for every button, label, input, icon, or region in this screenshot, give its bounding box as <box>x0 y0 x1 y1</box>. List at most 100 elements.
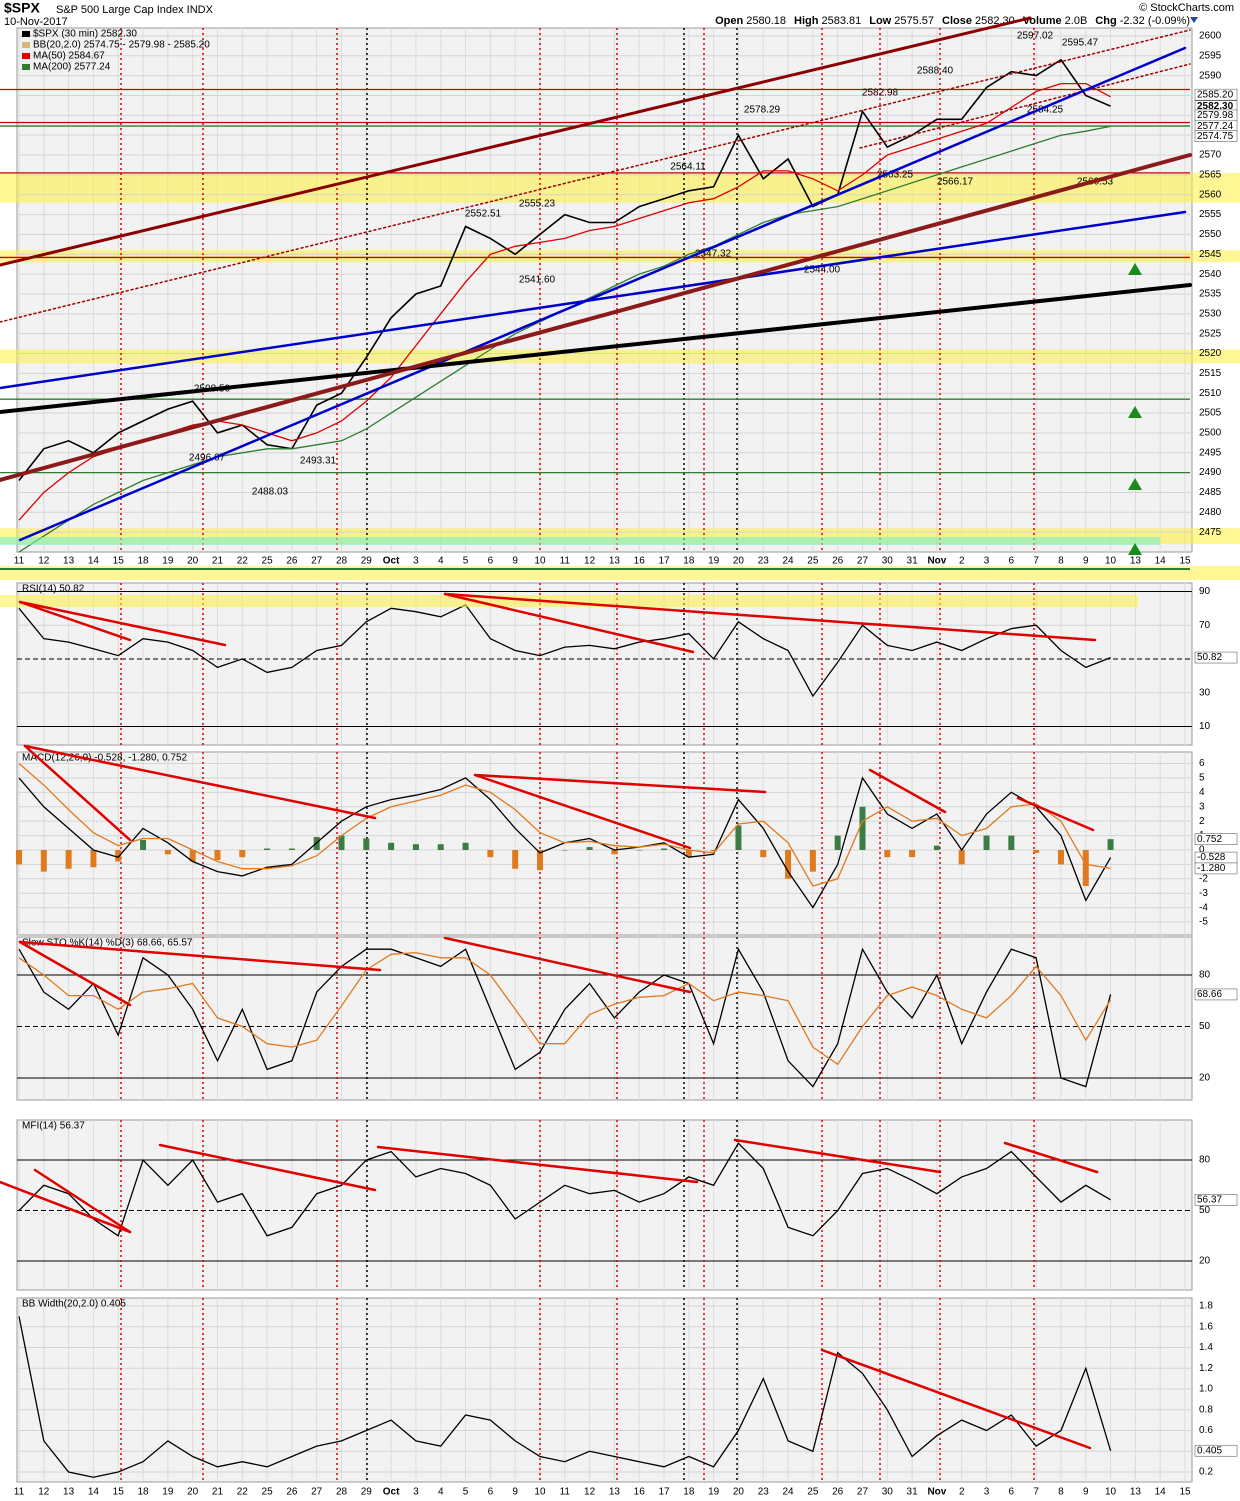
x-tick-label: 5 <box>463 1487 469 1498</box>
x-tick-label: 5 <box>463 556 469 567</box>
histogram-bar <box>1057 849 1064 865</box>
y-tick-label: 90 <box>1199 586 1211 597</box>
y-tick-label: 2570 <box>1199 150 1222 161</box>
price-annotation: 2564.11 <box>670 162 706 173</box>
x-tick-label: 20 <box>733 1487 745 1498</box>
y-tick-label: 2545 <box>1199 249 1222 260</box>
y-tick-label: 50 <box>1199 1021 1211 1032</box>
x-tick-label: Oct <box>383 1487 400 1498</box>
x-tick-label: 3 <box>984 1487 990 1498</box>
price-annotation: 2588.40 <box>917 66 954 77</box>
x-tick-label: 26 <box>286 1487 298 1498</box>
y-tick-label: 2565 <box>1199 170 1222 181</box>
histogram-bar <box>933 845 940 850</box>
x-tick-label: 4 <box>438 1487 444 1498</box>
price-annotation: 2547.32 <box>695 249 732 260</box>
legend-entry: MA(200) 2577.24 <box>33 62 111 73</box>
x-tick-label: 29 <box>361 556 373 567</box>
legend-entry: $SPX (30 min) 2582.30 <box>33 29 137 40</box>
histogram-bar <box>1033 849 1040 853</box>
x-tick-label: 2 <box>959 1487 965 1498</box>
y-tick-label: 2490 <box>1199 467 1222 478</box>
value-label: 0.752 <box>1197 834 1222 845</box>
histogram-bar <box>487 849 494 858</box>
x-tick-label: Oct <box>383 556 400 567</box>
x-tick-label: 18 <box>683 556 695 567</box>
panel-title: MFI(14) 56.37 <box>22 1121 85 1132</box>
y-tick-label: 80 <box>1199 970 1211 981</box>
y-tick-label: 20 <box>1199 1073 1211 1084</box>
x-tick-label: 6 <box>1009 556 1015 567</box>
histogram-bar <box>983 835 990 850</box>
x-tick-label: 15 <box>1179 556 1191 567</box>
trend-line <box>820 1348 1092 1450</box>
x-tick-label: 23 <box>758 556 770 567</box>
price-annotation: 2595.47 <box>1062 38 1099 49</box>
x-tick-label: 16 <box>634 1487 646 1498</box>
quote-label: Chg <box>1095 15 1116 27</box>
trend-line <box>18 46 1187 542</box>
y-tick-label: 2500 <box>1199 428 1222 439</box>
quote-value: 2583.81 <box>821 15 861 27</box>
value-box <box>1194 651 1238 664</box>
y-tick-label: 2590 <box>1199 70 1222 81</box>
x-tick-label: 15 <box>113 556 125 567</box>
trend-line <box>443 592 695 654</box>
x-tick-label: 13 <box>63 556 75 567</box>
histogram-bar <box>338 835 345 850</box>
x-tick-label: 28 <box>336 556 348 567</box>
series-line <box>18 1316 1112 1478</box>
histogram-bar <box>661 848 668 850</box>
quote-value: 2580.18 <box>746 15 786 27</box>
x-tick-label: 3 <box>413 1487 419 1498</box>
value-box <box>1194 1444 1238 1457</box>
x-tick-label: 12 <box>584 556 596 567</box>
value-label: 0.405 <box>1197 1445 1222 1456</box>
y-tick-label: 1.6 <box>1199 1321 1213 1332</box>
histogram-bar <box>884 849 891 858</box>
value-label: -0.528 <box>1197 852 1226 863</box>
x-tick-label: 26 <box>832 1487 844 1498</box>
y-tick-label: 2550 <box>1199 229 1222 240</box>
series-line <box>18 951 1112 1066</box>
y-tick-label: 80 <box>1199 1155 1211 1166</box>
x-tick-label: 25 <box>262 1487 274 1498</box>
x-tick-label: 18 <box>137 1487 149 1498</box>
histogram-bar <box>958 849 965 865</box>
x-tick-label: 27 <box>857 556 869 567</box>
histogram-bar <box>264 848 271 850</box>
quote-value: 2.0B <box>1065 15 1088 27</box>
x-tick-label: 6 <box>488 556 494 567</box>
x-tick-label: 2 <box>959 556 965 567</box>
x-tick-label: 18 <box>137 556 149 567</box>
quote-label: Open <box>715 15 743 27</box>
dropdown-icon <box>1190 17 1198 23</box>
y-tick-label: 2525 <box>1199 328 1222 339</box>
histogram-bar <box>512 849 519 869</box>
x-tick-label: 22 <box>237 556 249 567</box>
histogram-bar <box>685 849 692 858</box>
histogram-bar <box>735 825 742 850</box>
series-line <box>18 58 1111 481</box>
x-tick-label: 12 <box>38 1487 50 1498</box>
x-tick-label: 28 <box>336 1487 348 1498</box>
histogram-bar <box>1082 849 1089 887</box>
quote-label: Volume <box>1023 15 1062 27</box>
x-tick-label: 17 <box>658 556 670 567</box>
x-tick-label: 30 <box>882 1487 894 1498</box>
histogram-bar <box>1008 835 1015 850</box>
y-tick-label: 0 <box>1199 845 1205 856</box>
y-tick-label: 5 <box>1199 773 1205 784</box>
x-tick-label: 29 <box>361 1487 373 1498</box>
histogram-bar <box>388 842 395 850</box>
histogram-bar <box>40 849 47 872</box>
y-tick-label: 2480 <box>1199 507 1222 518</box>
x-tick-label: 20 <box>187 556 199 567</box>
histogram-bar <box>636 849 643 851</box>
x-tick-label: 25 <box>807 556 819 567</box>
trend-line <box>473 773 692 850</box>
arrow-icons <box>1128 263 1142 555</box>
